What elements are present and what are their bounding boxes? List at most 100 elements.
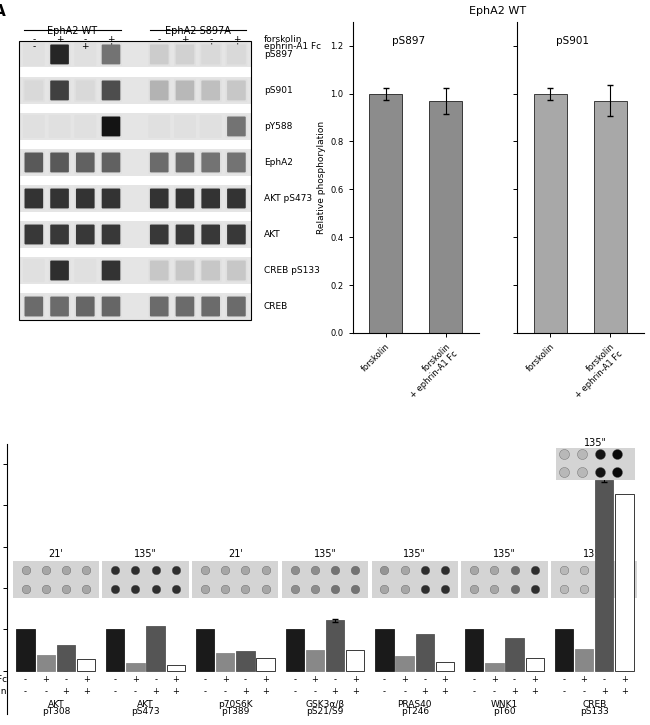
- Point: [577, 449, 587, 460]
- Point: [379, 584, 389, 595]
- Bar: [465, 629, 484, 671]
- Point: [350, 584, 361, 595]
- Text: -: -: [157, 35, 161, 44]
- FancyBboxPatch shape: [23, 151, 45, 174]
- Text: -: -: [64, 675, 68, 684]
- Text: 135": 135": [134, 550, 157, 559]
- Text: -: -: [203, 687, 207, 696]
- FancyBboxPatch shape: [25, 80, 43, 100]
- Bar: [375, 629, 394, 671]
- Point: [171, 584, 181, 595]
- Bar: [36, 655, 55, 671]
- Point: [289, 584, 300, 595]
- Text: +: +: [107, 35, 115, 44]
- Text: -: -: [224, 687, 227, 696]
- Bar: [485, 663, 504, 671]
- Bar: [395, 656, 414, 671]
- FancyBboxPatch shape: [74, 295, 96, 318]
- Text: +: +: [352, 687, 359, 696]
- Text: +: +: [401, 675, 408, 684]
- Text: +: +: [421, 687, 428, 696]
- FancyBboxPatch shape: [202, 44, 220, 65]
- FancyBboxPatch shape: [176, 44, 194, 65]
- Point: [594, 465, 604, 477]
- FancyBboxPatch shape: [25, 152, 43, 173]
- Point: [240, 564, 251, 576]
- Text: +: +: [242, 687, 249, 696]
- Text: +: +: [531, 675, 538, 684]
- FancyBboxPatch shape: [174, 43, 196, 66]
- FancyBboxPatch shape: [20, 186, 251, 212]
- Text: forskolin: forskolin: [0, 687, 7, 696]
- FancyBboxPatch shape: [25, 188, 43, 208]
- FancyBboxPatch shape: [150, 225, 168, 244]
- FancyBboxPatch shape: [101, 225, 120, 244]
- Point: [81, 564, 92, 576]
- FancyBboxPatch shape: [101, 152, 120, 173]
- FancyBboxPatch shape: [49, 79, 70, 102]
- Bar: [77, 659, 96, 671]
- Point: [379, 564, 389, 576]
- FancyBboxPatch shape: [174, 115, 196, 138]
- FancyBboxPatch shape: [200, 79, 222, 102]
- Text: +: +: [233, 42, 240, 51]
- FancyBboxPatch shape: [74, 187, 96, 210]
- Point: [261, 584, 271, 595]
- FancyBboxPatch shape: [174, 151, 196, 174]
- FancyBboxPatch shape: [25, 297, 43, 317]
- FancyBboxPatch shape: [76, 188, 95, 208]
- FancyBboxPatch shape: [227, 152, 246, 173]
- FancyBboxPatch shape: [174, 223, 196, 246]
- Text: +: +: [580, 675, 588, 684]
- Point: [20, 564, 31, 576]
- Text: CREB pS133: CREB pS133: [264, 266, 320, 275]
- FancyBboxPatch shape: [100, 223, 122, 246]
- Text: +: +: [441, 675, 448, 684]
- Bar: [505, 638, 524, 671]
- Bar: [556, 449, 636, 480]
- Text: +: +: [262, 687, 269, 696]
- FancyBboxPatch shape: [226, 295, 248, 318]
- Text: 21': 21': [48, 550, 63, 559]
- FancyBboxPatch shape: [20, 78, 251, 104]
- Bar: [326, 621, 344, 671]
- FancyBboxPatch shape: [74, 223, 96, 246]
- Text: +: +: [511, 687, 518, 696]
- FancyBboxPatch shape: [76, 225, 95, 244]
- Bar: [285, 629, 304, 671]
- Point: [81, 584, 92, 595]
- Text: A: A: [0, 4, 5, 19]
- Text: ephrin-A1 Fc: ephrin-A1 Fc: [264, 42, 321, 51]
- FancyBboxPatch shape: [176, 260, 194, 281]
- FancyBboxPatch shape: [23, 115, 45, 138]
- Text: +: +: [491, 675, 498, 684]
- Bar: [13, 561, 99, 598]
- FancyBboxPatch shape: [23, 259, 45, 282]
- FancyBboxPatch shape: [174, 187, 196, 210]
- FancyBboxPatch shape: [100, 151, 122, 174]
- Text: +: +: [352, 675, 359, 684]
- FancyBboxPatch shape: [49, 259, 70, 282]
- FancyBboxPatch shape: [174, 79, 196, 102]
- FancyBboxPatch shape: [200, 295, 222, 318]
- FancyBboxPatch shape: [100, 79, 122, 102]
- FancyBboxPatch shape: [176, 152, 194, 173]
- Text: -: -: [473, 675, 476, 684]
- Point: [510, 584, 520, 595]
- Text: forskolin: forskolin: [264, 35, 302, 44]
- Text: +: +: [56, 35, 63, 44]
- FancyBboxPatch shape: [202, 152, 220, 173]
- Point: [558, 564, 569, 576]
- FancyBboxPatch shape: [101, 188, 120, 208]
- FancyBboxPatch shape: [49, 43, 70, 66]
- Text: -: -: [562, 687, 566, 696]
- Point: [171, 564, 181, 576]
- Point: [330, 584, 341, 595]
- FancyBboxPatch shape: [226, 43, 248, 66]
- Text: AKT: AKT: [264, 230, 280, 239]
- Point: [240, 584, 251, 595]
- FancyBboxPatch shape: [150, 80, 168, 100]
- FancyBboxPatch shape: [176, 188, 194, 208]
- Text: GSK3α/β: GSK3α/β: [306, 700, 345, 708]
- FancyBboxPatch shape: [23, 187, 45, 210]
